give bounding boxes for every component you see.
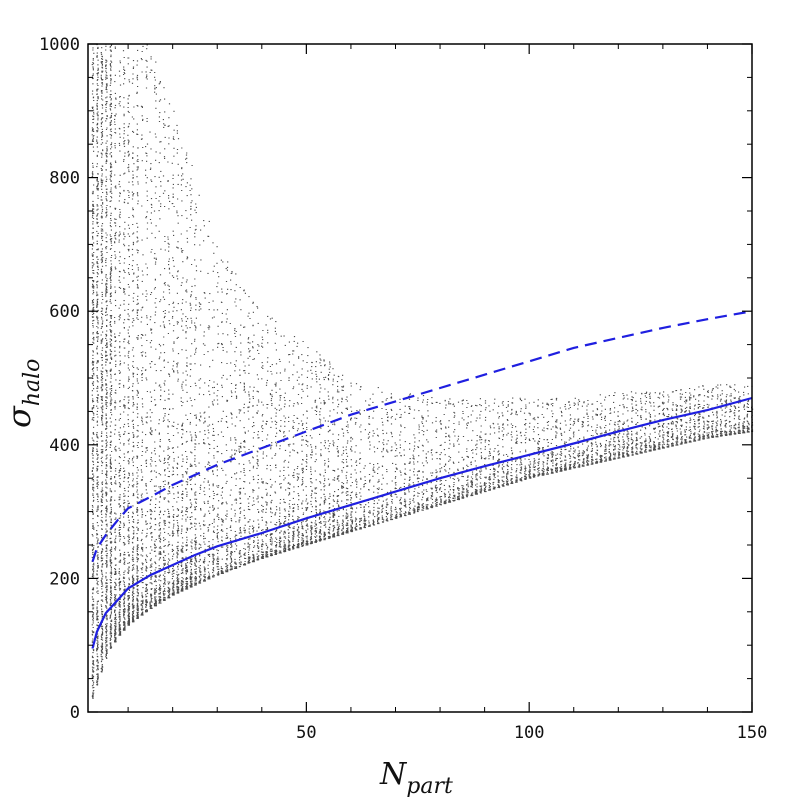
series-lines (91, 310, 753, 649)
x-tick-label: 150 (737, 723, 768, 743)
x-axis-title-symbol: N (379, 757, 408, 792)
y-tick-label: 400 (49, 436, 80, 456)
y-tick-label: 1000 (39, 35, 80, 55)
y-axis-title-subscript: halo (20, 359, 45, 407)
y-axis-title-symbol: σ (0, 405, 38, 428)
series-line-solid (91, 396, 753, 649)
y-tick-label: 600 (49, 302, 80, 322)
scatter-points (91, 43, 754, 699)
x-tick-label: 50 (296, 723, 316, 743)
scatter-point-cloud (91, 43, 754, 699)
axis-ticks: 50 100 150 0 200 400 600 800 1000 (39, 35, 767, 743)
y-axis-title: σhalo (0, 359, 45, 428)
plot-frame (87, 43, 753, 713)
y-tick-label: 200 (49, 569, 80, 589)
x-axis-title: Npart (379, 757, 453, 797)
x-axis-title-subscript: part (406, 774, 453, 797)
x-tick-label: 100 (514, 723, 545, 743)
y-tick-label: 800 (49, 169, 80, 189)
y-tick-label: 0 (70, 703, 80, 723)
